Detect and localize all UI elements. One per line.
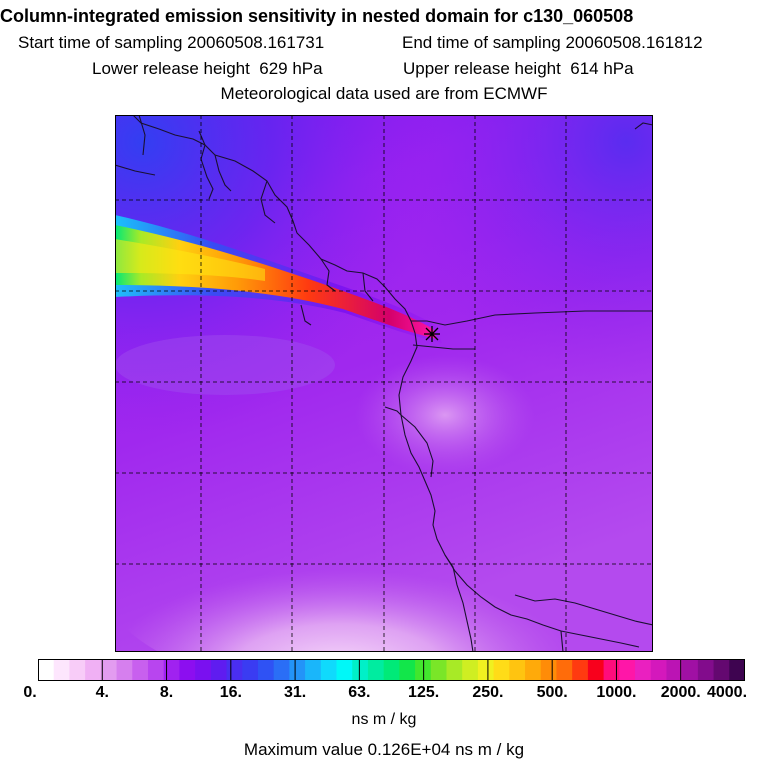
colorbar-tick-label: 16. [219,684,242,701]
colorbar-swatch [635,659,652,681]
map-frame [115,115,653,652]
units-label: ns m / kg [351,711,417,728]
colorbar-swatch [305,659,322,681]
colorbar-swatch [352,659,369,681]
colorbar-tick-label: 8. [159,684,174,701]
met-source-text: Meteorological data used are from ECMWF [220,84,548,103]
map-title: Column-integrated emission sensitivity i… [0,6,634,26]
colorbar-swatch [367,659,385,681]
sensitivity-map [115,115,653,652]
lower-release-text: Lower release height 629 hPa [92,59,323,78]
colorbar-swatch [210,659,228,681]
colorbar-swatch [69,659,86,681]
colorbar-swatch [587,659,605,681]
colorbar-swatch [572,659,589,681]
coastlines [115,115,653,652]
colorbar-tick-label: 125. [408,684,440,701]
colorbar-swatch [446,659,463,681]
colorbar-swatch [38,659,55,681]
colorbar-tick-label: 0. [23,684,37,701]
colorbar-tick-label: 2000. [660,684,701,701]
colorbar-tick-label: 31. [283,684,307,701]
colorbar-swatch [525,659,542,681]
colorbar-swatch [85,659,102,681]
colorbar-swatch [100,659,118,681]
colorbar-swatch [462,659,479,681]
colorbar-swatch [132,659,149,681]
colorbar-swatch [430,659,447,681]
colorbar-swatch [540,659,557,681]
colorbar-swatch [147,659,165,681]
colorbar-swatch [399,659,416,681]
colorbar-swatch [682,659,699,681]
colorbar-tick-label: 63. [348,684,371,701]
colorbar-swatch [163,659,180,681]
colorbar-swatch [336,659,353,681]
colorbar-swatch [226,659,243,681]
colorbar-swatch [195,659,212,681]
colorbar-swatch [650,659,667,681]
colorbar-swatch [509,659,526,681]
colorbar [38,659,745,681]
colorbar-tick-label: 4000. [706,684,748,701]
eastern-pink-patch [355,355,535,475]
end-sampling-text: End time of sampling 20060508.161812 [402,33,703,52]
colorbar-tick-label: 4. [95,684,109,701]
start-sampling-text: Start time of sampling 20060508.161731 [18,33,325,52]
colorbar-swatch [729,659,745,681]
maximum-value-label: Maximum value 0.126E+04 ns m / kg [243,740,525,759]
colorbar-swatch [603,659,620,681]
colorbar-frame [38,659,745,681]
release-point-cross [424,326,440,342]
colorbar-swatch [116,659,133,681]
colorbar-swatch [666,659,683,681]
colorbar-swatch [320,659,338,681]
upper-release-text: Upper release height 614 hPa [403,59,634,78]
lat-lon-grid [115,115,653,652]
colorbar-swatch [273,659,290,681]
colorbar-swatch [713,659,730,681]
colorbar-swatch [556,659,573,681]
colorbar-swatch [619,659,636,681]
plume [115,215,442,343]
colorbar-swatch [477,659,495,681]
colorbar-tick-label: 250. [472,684,504,701]
colorbar-tick-label: 1000. [596,684,637,701]
colorbar-swatch [383,659,400,681]
colorbar-swatch [289,659,306,681]
colorbar-swatch [242,659,259,681]
colorbar-swatch [53,659,70,681]
colorbar-tick-label: 500. [536,684,568,701]
colorbar-swatch [179,659,196,681]
colorbar-swatch [257,659,275,681]
colorbar-swatch [493,659,510,681]
colorbar-swatch [697,659,715,681]
western-pink-patch [115,335,335,395]
